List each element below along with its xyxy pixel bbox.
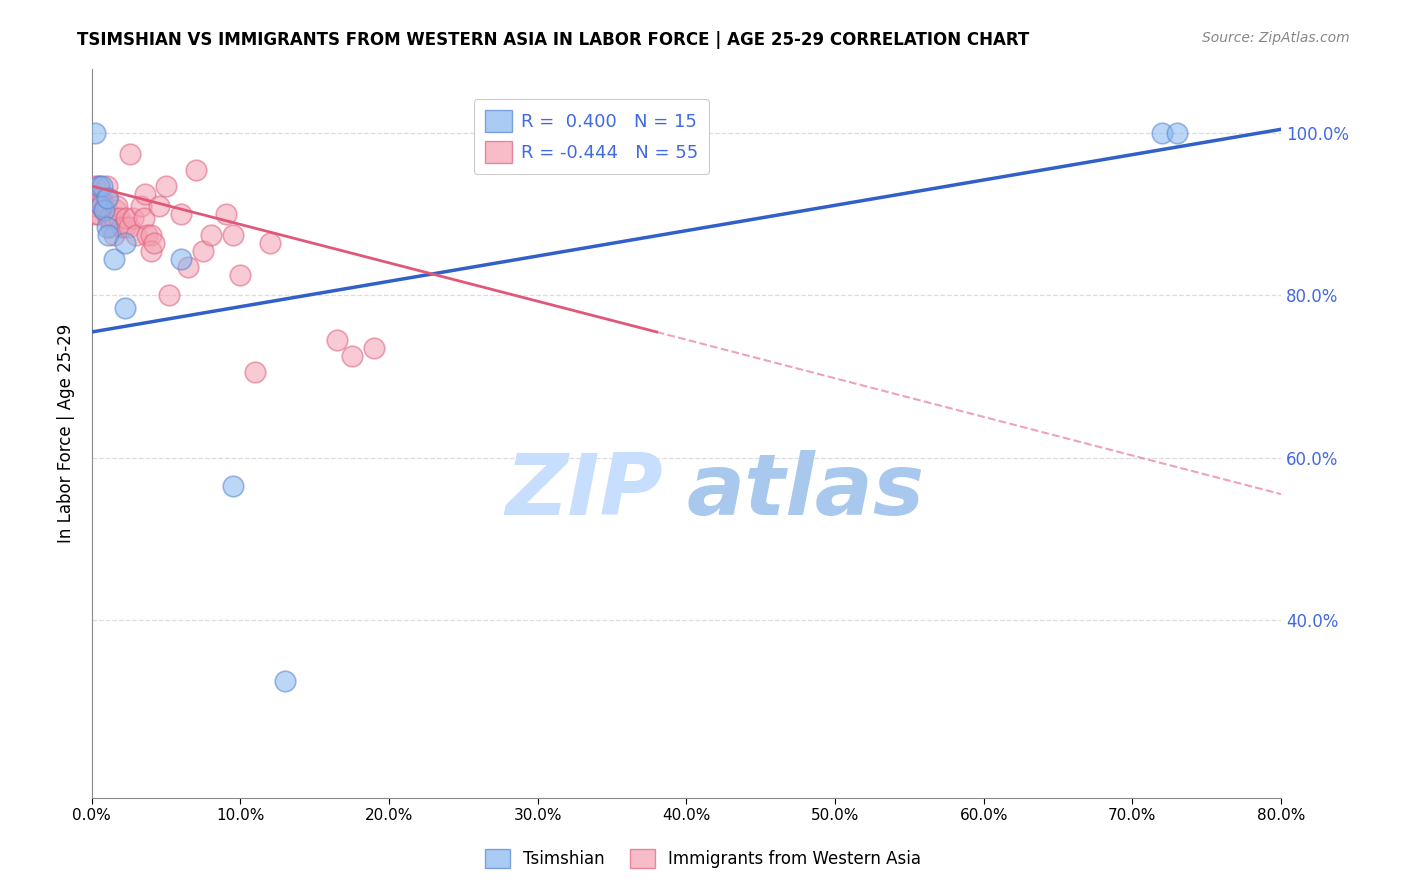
Point [107, 211, 129, 226]
Point [340, 349, 363, 363]
Legend: R =  0.400   N = 15, R = -0.444   N = 55: R = 0.400 N = 15, R = -0.444 N = 55 [474, 99, 709, 174]
Point [91, 179, 114, 194]
Point [82, 187, 104, 202]
Point [170, 207, 193, 221]
Text: TSIMSHIAN VS IMMIGRANTS FROM WESTERN ASIA IN LABOR FORCE | AGE 25-29 CORRELATION: TSIMSHIAN VS IMMIGRANTS FROM WESTERN ASI… [77, 31, 1029, 49]
Text: atlas: atlas [686, 450, 925, 533]
Point [1150, 127, 1173, 141]
Point [90, 191, 112, 205]
Point [103, 252, 125, 266]
Point [259, 235, 281, 250]
Point [96, 219, 118, 234]
Point [184, 162, 207, 177]
Point [114, 235, 136, 250]
Point [91, 199, 114, 213]
Point [97, 211, 120, 226]
Text: ZIP: ZIP [505, 450, 662, 533]
Y-axis label: In Labor Force | Age 25-29: In Labor Force | Age 25-29 [58, 324, 75, 543]
Point [84, 199, 107, 213]
Point [89, 179, 111, 194]
Point [141, 227, 163, 242]
Point [98, 211, 121, 226]
Point [110, 219, 132, 234]
Point [132, 211, 155, 226]
Point [115, 211, 138, 226]
Point [100, 219, 122, 234]
Point [245, 366, 267, 380]
Point [83, 195, 105, 210]
Point [222, 479, 245, 493]
Point [97, 191, 120, 205]
Point [1166, 127, 1188, 141]
Point [135, 227, 157, 242]
Point [170, 252, 193, 266]
Point [93, 203, 115, 218]
Point [114, 219, 136, 234]
Point [103, 227, 125, 242]
Point [193, 244, 215, 258]
Legend: Tsimshian, Immigrants from Western Asia: Tsimshian, Immigrants from Western Asia [478, 843, 928, 875]
Point [326, 333, 349, 347]
Point [90, 199, 112, 213]
Point [83, 127, 105, 141]
Point [118, 219, 141, 234]
Point [96, 179, 118, 194]
Point [89, 179, 111, 194]
Point [91, 195, 114, 210]
Point [105, 199, 128, 213]
Point [129, 199, 152, 213]
Point [229, 268, 252, 283]
Point [177, 260, 200, 274]
Point [157, 288, 180, 302]
Point [125, 227, 148, 242]
Text: Source: ZipAtlas.com: Source: ZipAtlas.com [1202, 31, 1350, 45]
Point [200, 227, 222, 242]
Point [104, 203, 127, 218]
Point [122, 211, 145, 226]
Point [148, 199, 170, 213]
Point [143, 235, 166, 250]
Point [114, 301, 136, 315]
Point [274, 673, 297, 688]
Point [96, 191, 118, 205]
Point [103, 211, 125, 226]
Point [141, 244, 163, 258]
Point [97, 227, 120, 242]
Point [214, 207, 236, 221]
Point [363, 341, 385, 355]
Point [83, 179, 105, 194]
Point [120, 146, 142, 161]
Point [96, 203, 118, 218]
Point [134, 187, 156, 202]
Point [222, 227, 245, 242]
Point [87, 191, 110, 205]
Point [155, 179, 177, 194]
Point [93, 203, 115, 218]
Point [89, 195, 111, 210]
Point [84, 207, 107, 221]
Point [94, 199, 117, 213]
Point [87, 207, 110, 221]
